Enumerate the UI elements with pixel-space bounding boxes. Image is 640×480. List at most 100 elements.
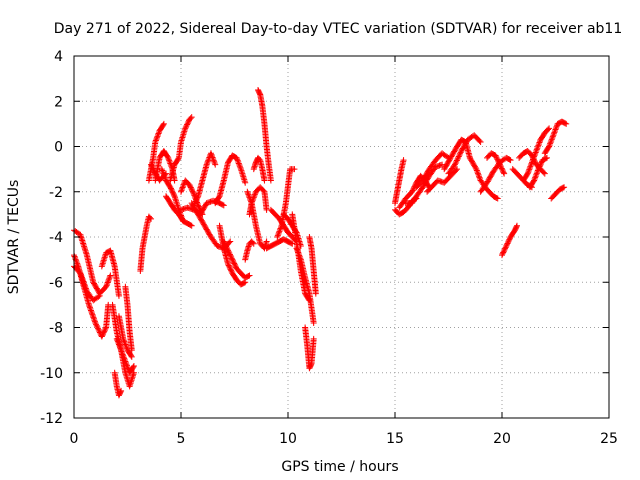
data-point <box>118 387 125 394</box>
data-point <box>211 160 218 167</box>
data-point <box>200 220 207 227</box>
data-point <box>454 166 461 173</box>
data-point <box>179 185 186 192</box>
data-point <box>460 144 467 151</box>
data-point <box>225 262 232 269</box>
data-point <box>495 157 502 164</box>
data-point <box>236 163 243 170</box>
data-point <box>148 215 155 222</box>
data-point <box>524 170 531 177</box>
data-point <box>122 342 129 349</box>
data-point <box>453 158 460 165</box>
data-point <box>487 173 494 180</box>
data-point <box>74 261 81 268</box>
data-point <box>90 279 97 286</box>
data-point <box>245 273 252 280</box>
data-point <box>477 176 484 183</box>
data-point <box>541 170 548 177</box>
data-point <box>242 179 249 186</box>
data-point <box>94 324 101 331</box>
data-point <box>308 361 315 368</box>
data-point <box>248 200 255 207</box>
data-point <box>546 143 553 150</box>
data-point <box>195 212 202 219</box>
data-point <box>499 166 506 173</box>
data-point <box>457 149 464 156</box>
data-point <box>228 254 235 261</box>
data-point <box>193 197 200 204</box>
data-point <box>159 168 166 175</box>
data-point <box>535 140 542 147</box>
data-point <box>183 122 190 129</box>
data-point <box>116 342 123 349</box>
data-point <box>197 215 204 222</box>
data-point <box>551 129 558 136</box>
data-point <box>226 251 233 258</box>
data-point <box>473 166 480 173</box>
data-point <box>117 345 124 352</box>
data-point <box>211 158 218 165</box>
data-point <box>499 252 505 259</box>
data-point <box>209 154 216 161</box>
data-point <box>102 325 109 332</box>
data-point <box>256 90 263 97</box>
data-point <box>275 231 282 238</box>
data-point <box>194 210 201 217</box>
data-point <box>261 177 268 184</box>
data-point <box>192 207 199 214</box>
data-point <box>170 191 177 198</box>
data-point <box>160 170 167 177</box>
data-point <box>536 163 543 170</box>
data-point <box>193 195 200 202</box>
data-point <box>237 164 244 171</box>
data-point <box>409 187 416 194</box>
data-point <box>193 208 200 215</box>
data-point <box>202 223 209 230</box>
data-point <box>534 167 541 174</box>
data-point <box>166 157 173 164</box>
data-point <box>424 169 431 176</box>
y-tick-label: -8 <box>49 321 63 337</box>
data-point <box>194 194 201 201</box>
data-point <box>195 211 202 218</box>
data-point <box>485 177 492 184</box>
data-point <box>160 120 167 127</box>
data-point <box>96 292 103 299</box>
data-point <box>162 176 169 183</box>
data-point <box>451 161 458 168</box>
data-point <box>452 160 459 167</box>
data-point <box>71 253 78 260</box>
data-point <box>463 139 470 146</box>
data-point <box>204 158 211 165</box>
data-point <box>455 154 462 161</box>
data-point <box>484 179 491 186</box>
data-point <box>190 202 197 209</box>
data-point <box>167 185 174 192</box>
data-point <box>498 165 505 172</box>
data-point <box>530 178 537 185</box>
data-point <box>190 203 197 210</box>
data-point <box>153 134 160 141</box>
data-point <box>185 118 192 125</box>
y-tick-label: 2 <box>54 94 63 110</box>
data-point <box>461 142 468 149</box>
data-point <box>200 221 207 228</box>
data-point <box>94 325 101 332</box>
data-point <box>114 337 121 344</box>
data-point <box>267 177 274 184</box>
data-point <box>232 263 239 270</box>
data-point <box>154 133 161 140</box>
data-point <box>462 140 469 147</box>
data-point <box>165 154 172 161</box>
data-point <box>166 159 173 166</box>
data-point <box>563 120 570 127</box>
data-point <box>424 168 431 175</box>
data-point <box>274 232 281 239</box>
data-point <box>203 161 210 168</box>
data-point <box>189 201 196 208</box>
data-point <box>540 169 547 176</box>
data-point <box>188 185 195 192</box>
data-point <box>180 183 187 190</box>
data-point <box>474 170 481 177</box>
data-point <box>222 242 229 249</box>
